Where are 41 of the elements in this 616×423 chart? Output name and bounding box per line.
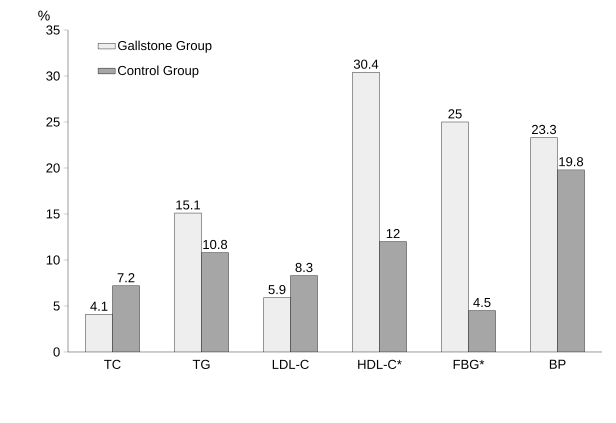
y-tick-label: 0	[53, 347, 60, 357]
data-label: 4.1	[90, 302, 108, 311]
data-label: 23.3	[532, 124, 556, 134]
y-tick-label: 5	[53, 301, 60, 311]
y-tick-label: 35	[46, 25, 60, 35]
y-tick-label: 30	[46, 71, 60, 81]
bar	[530, 137, 558, 352]
x-tick-label: LDL-C	[272, 360, 309, 369]
bar	[264, 298, 291, 352]
data-label: 8.3	[296, 262, 312, 272]
bar	[290, 276, 318, 352]
data-label: 25	[448, 109, 462, 118]
data-label: 19.8	[559, 157, 584, 166]
bar	[86, 314, 113, 352]
data-label: 30.4	[354, 60, 378, 69]
bar	[442, 122, 468, 352]
bar	[557, 170, 585, 352]
data-label: 4.5	[473, 298, 490, 308]
y-tick-label: 20	[46, 163, 60, 173]
bar	[380, 242, 407, 352]
x-tick-label: TG	[192, 360, 210, 369]
bar	[112, 286, 140, 352]
bar	[174, 213, 202, 352]
y-tick-label: 25	[46, 117, 60, 127]
data-label: 12	[386, 228, 400, 238]
x-tick-label: FBG*	[454, 360, 484, 369]
x-tick-label: HDL-C*	[358, 360, 402, 369]
y-axis-title: %	[38, 10, 50, 20]
y-tick-label: 10	[46, 255, 60, 265]
bar	[202, 252, 229, 352]
x-tick-label: TC	[104, 360, 121, 369]
legend-label: Gallstone Group	[118, 40, 212, 53]
data-label: 15.1	[176, 200, 200, 210]
bar	[352, 72, 380, 352]
data-label: 7.2	[118, 273, 134, 282]
legend-label: Control Group	[118, 66, 198, 78]
x-tick-label: BP	[550, 360, 566, 369]
bar	[468, 310, 496, 352]
y-tick-label: 15	[46, 209, 60, 219]
data-label: 5.9	[268, 284, 286, 294]
data-label: 10.8	[203, 240, 228, 250]
